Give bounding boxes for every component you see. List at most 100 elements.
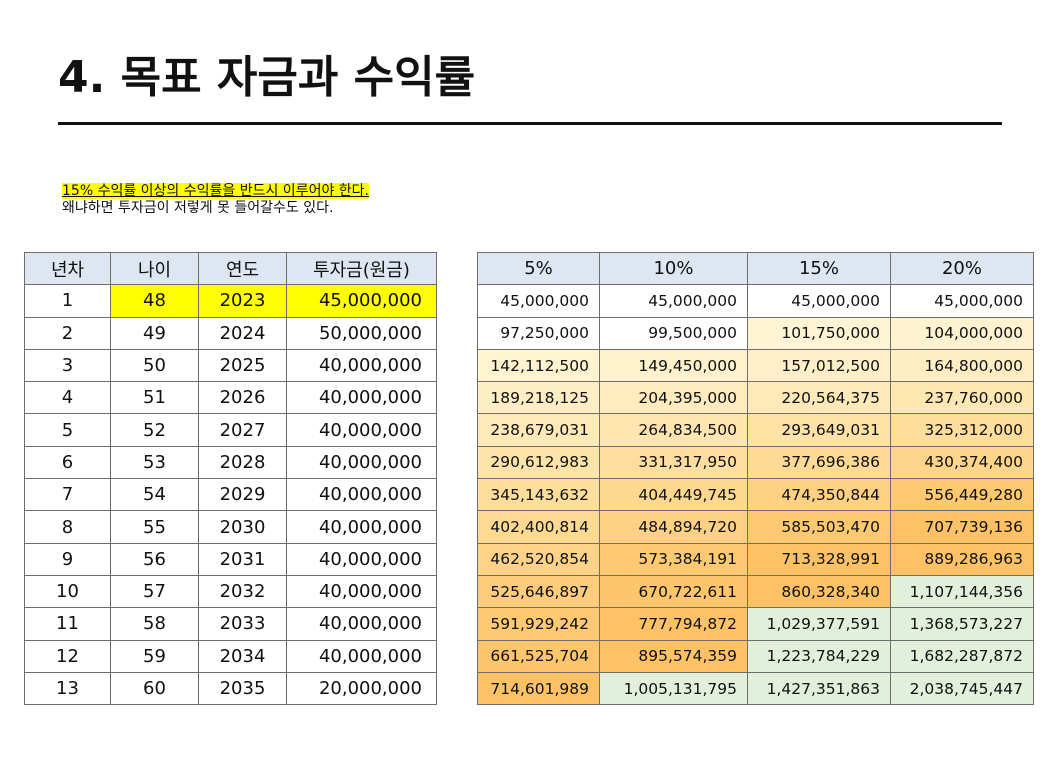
page-title: 4. 목표 자금과 수익률	[58, 52, 476, 103]
cell-rate-5: 142,112,500	[477, 348, 600, 383]
cell-rate-5: 238,679,031	[477, 413, 600, 447]
table-row: 462,520,854 573,384,191 713,328,991 889,286…	[477, 542, 1034, 576]
cell-principal: 40,000,000	[286, 381, 437, 415]
table-row: 6 53 2028 40,000,000	[24, 445, 437, 480]
cell-rate-10: 777,794,872	[599, 607, 748, 641]
table-row: 238,679,031 264,834,500 293,649,031 325,312…	[477, 413, 1034, 447]
investment-table: 년차 나이 연도 투자금(원금) 1 48 2023 45,000,000 2 49 202…	[24, 251, 437, 706]
header-rate-10: 10%	[599, 251, 748, 286]
cell-age: 51	[110, 381, 199, 415]
cell-rate-20: 707,739,136	[890, 510, 1034, 544]
cell-rate-15: 45,000,000	[747, 284, 891, 318]
cell-year: 2023	[198, 284, 287, 318]
cell-rate-5: 290,612,983	[477, 445, 600, 480]
cell-rate-10: 204,395,000	[599, 381, 748, 415]
cell-rate-20: 889,286,963	[890, 542, 1034, 576]
cell-principal: 40,000,000	[286, 639, 437, 673]
cell-age: 56	[110, 542, 199, 576]
cell-age: 59	[110, 639, 199, 673]
table-row: 290,612,983 331,317,950 377,696,386 430,374…	[477, 445, 1034, 480]
cell-principal: 40,000,000	[286, 348, 437, 383]
cell-rate-20: 164,800,000	[890, 348, 1034, 383]
cell-age: 52	[110, 413, 199, 447]
header-rate-20: 20%	[890, 251, 1034, 286]
cell-year: 2026	[198, 381, 287, 415]
table-header-row: 년차 나이 연도 투자금(원금)	[24, 251, 437, 286]
note-highlighted-line: 15% 수익률 이상의 수익률을 반드시 이루어야 한다.	[62, 183, 369, 199]
cell-rate-15: 220,564,375	[747, 381, 891, 415]
table-row: 5 52 2027 40,000,000	[24, 413, 437, 447]
table-row: 7 54 2029 40,000,000	[24, 478, 437, 512]
table-row: 45,000,000 45,000,000 45,000,000 45,000,000	[477, 284, 1034, 318]
cell-year-index: 1	[24, 284, 111, 318]
cell-rate-5: 525,646,897	[477, 574, 600, 609]
cell-rate-20: 2,038,745,447	[890, 671, 1034, 706]
cell-year: 2027	[198, 413, 287, 447]
cell-rate-10: 149,450,000	[599, 348, 748, 383]
cell-rate-10: 331,317,950	[599, 445, 748, 480]
cell-year-index: 3	[24, 348, 111, 383]
cell-principal: 50,000,000	[286, 316, 437, 350]
cell-age: 60	[110, 671, 199, 706]
cell-year-index: 7	[24, 478, 111, 512]
header-year-index: 년차	[24, 251, 111, 286]
cell-principal: 45,000,000	[286, 284, 437, 318]
cell-age: 57	[110, 574, 199, 609]
header-year: 연도	[198, 251, 287, 286]
table-row: 9 56 2031 40,000,000	[24, 542, 437, 576]
cell-age: 48	[110, 284, 199, 318]
cell-rate-10: 895,574,359	[599, 639, 748, 673]
cell-year-index: 4	[24, 381, 111, 415]
returns-table: 5% 10% 15% 20% 45,000,000 45,000,000 45,00…	[477, 251, 1034, 706]
cell-year: 2034	[198, 639, 287, 673]
table-row: 345,143,632 404,449,745 474,350,844 556,449…	[477, 478, 1034, 512]
cell-year-index: 10	[24, 574, 111, 609]
cell-rate-10: 45,000,000	[599, 284, 748, 318]
cell-year-index: 12	[24, 639, 111, 673]
cell-rate-20: 1,368,573,227	[890, 607, 1034, 641]
cell-rate-15: 101,750,000	[747, 316, 891, 350]
cell-principal: 40,000,000	[286, 413, 437, 447]
table-row: 402,400,814 484,894,720 585,503,470 707,739…	[477, 510, 1034, 544]
cell-age: 50	[110, 348, 199, 383]
cell-year-index: 6	[24, 445, 111, 480]
title-underline	[58, 122, 1002, 125]
cell-principal: 40,000,000	[286, 542, 437, 576]
cell-rate-10: 573,384,191	[599, 542, 748, 576]
cell-rate-20: 430,374,400	[890, 445, 1034, 480]
cell-rate-5: 591,929,242	[477, 607, 600, 641]
cell-rate-5: 402,400,814	[477, 510, 600, 544]
cell-rate-5: 45,000,000	[477, 284, 600, 318]
table-header-row: 5% 10% 15% 20%	[477, 251, 1034, 286]
cell-principal: 40,000,000	[286, 574, 437, 609]
cell-rate-20: 1,107,144,356	[890, 574, 1034, 609]
cell-rate-15: 1,223,784,229	[747, 639, 891, 673]
cell-age: 58	[110, 607, 199, 641]
cell-rate-15: 585,503,470	[747, 510, 891, 544]
table-row: 11 58 2033 40,000,000	[24, 607, 437, 641]
cell-rate-10: 404,449,745	[599, 478, 748, 512]
table-row: 1 48 2023 45,000,000	[24, 284, 437, 318]
cell-rate-20: 45,000,000	[890, 284, 1034, 318]
cell-year: 2033	[198, 607, 287, 641]
cell-year: 2024	[198, 316, 287, 350]
cell-principal: 40,000,000	[286, 445, 437, 480]
cell-year: 2031	[198, 542, 287, 576]
header-rate-15: 15%	[747, 251, 891, 286]
cell-rate-15: 293,649,031	[747, 413, 891, 447]
cell-year: 2030	[198, 510, 287, 544]
cell-age: 49	[110, 316, 199, 350]
table-row: 8 55 2030 40,000,000	[24, 510, 437, 544]
cell-principal: 40,000,000	[286, 510, 437, 544]
cell-rate-10: 670,722,611	[599, 574, 748, 609]
cell-rate-15: 157,012,500	[747, 348, 891, 383]
cell-year: 2025	[198, 348, 287, 383]
table-row: 3 50 2025 40,000,000	[24, 348, 437, 383]
cell-rate-15: 377,696,386	[747, 445, 891, 480]
cell-year-index: 5	[24, 413, 111, 447]
cell-rate-20: 325,312,000	[890, 413, 1034, 447]
header-principal: 투자금(원금)	[286, 251, 437, 286]
cell-rate-15: 1,029,377,591	[747, 607, 891, 641]
table-row: 591,929,242 777,794,872 1,029,377,591 1,368…	[477, 607, 1034, 641]
cell-principal: 40,000,000	[286, 478, 437, 512]
